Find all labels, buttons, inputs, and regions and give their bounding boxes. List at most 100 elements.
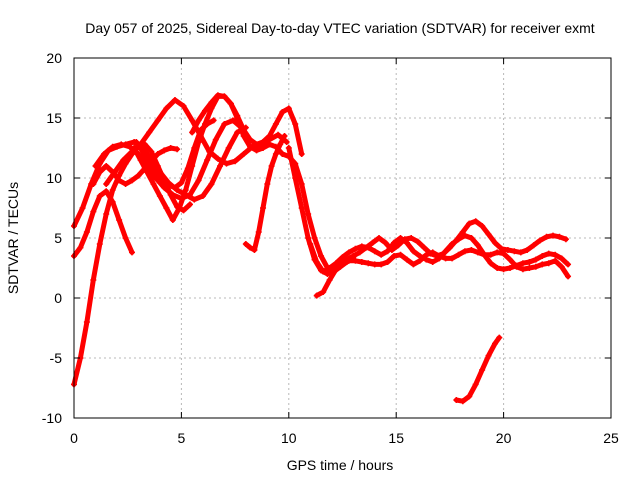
data-point-plus (333, 260, 340, 267)
data-point-plus (90, 181, 97, 187)
series-track-10 (242, 133, 288, 253)
data-point-plus (186, 201, 193, 208)
data-point-plus (109, 199, 116, 205)
data-point-plus (537, 237, 544, 244)
data-point-plus (208, 181, 215, 187)
data-point-plus (408, 235, 415, 241)
data-point-plus (83, 229, 90, 235)
data-point-plus (275, 131, 282, 138)
data-point-plus (103, 163, 110, 169)
data-point-plus (350, 253, 357, 259)
data-point-plus (118, 141, 125, 148)
data-point-plus (79, 205, 86, 211)
data-point-plus (204, 157, 211, 163)
data-point-plus (176, 205, 183, 211)
data-point-plus (135, 172, 142, 179)
data-point-plus (212, 136, 219, 143)
data-point-plus (384, 259, 391, 265)
data-point-plus (204, 121, 211, 127)
data-point-plus (285, 145, 292, 151)
data-point-plus (397, 251, 404, 258)
data-point-plus (352, 245, 359, 252)
data-point-plus (101, 151, 108, 157)
data-point-plus (283, 139, 290, 145)
data-point-plus (159, 177, 166, 184)
data-point-plus (253, 141, 260, 148)
data-point-plus (442, 248, 449, 255)
data-point-plus (171, 184, 178, 191)
data-point-plus (526, 265, 533, 271)
data-point-plus (358, 243, 365, 250)
data-point-plus (227, 100, 234, 107)
data-point-plus (210, 117, 217, 124)
data-point-plus (449, 255, 456, 262)
data-point-plus (565, 273, 572, 280)
data-point-plus (552, 251, 559, 258)
data-point-plus (240, 151, 247, 157)
data-point-plus (352, 257, 359, 264)
data-point-plus (240, 133, 247, 139)
data-point-plus (545, 260, 552, 267)
x-tick-label: 20 (496, 430, 512, 446)
data-point-plus (494, 249, 501, 256)
data-point-plus (539, 253, 546, 259)
data-point-plus (395, 242, 402, 249)
data-point-plus (133, 139, 140, 145)
data-point-plus (466, 220, 473, 227)
data-point-plus (461, 232, 468, 239)
data-point-plus (318, 253, 325, 259)
data-point-plus (161, 147, 168, 154)
data-point-plus (496, 334, 503, 341)
y-axis-label: SDTVAR / TECUs (5, 182, 21, 294)
data-point-plus (122, 235, 129, 241)
data-point-plus (539, 261, 546, 268)
data-point-plus (397, 235, 404, 241)
y-tick-label: 20 (46, 50, 62, 66)
data-point-plus (307, 241, 314, 247)
data-point-plus (277, 141, 284, 148)
data-point-plus (268, 163, 275, 169)
data-point-plus (90, 277, 97, 283)
y-tick-label: 5 (54, 230, 62, 246)
data-point-plus (378, 251, 385, 258)
data-point-plus (376, 235, 383, 241)
data-point-plus (234, 129, 241, 136)
data-point-plus (356, 249, 363, 256)
data-point-plus (96, 241, 103, 247)
data-point-plus (266, 141, 273, 148)
data-point-plus (320, 289, 327, 295)
data-point-plus (128, 249, 135, 256)
data-point-plus (492, 239, 499, 246)
data-point-plus (103, 211, 110, 217)
data-point-plus (487, 260, 494, 267)
data-point-plus (481, 251, 488, 258)
data-point-plus (161, 184, 168, 191)
data-point-plus (221, 121, 228, 127)
data-point-plus (517, 249, 524, 256)
data-point-plus (552, 257, 559, 264)
data-point-plus (208, 99, 215, 106)
data-point-plus (83, 319, 90, 325)
data-point-plus (391, 253, 398, 259)
data-point-plus (116, 217, 123, 223)
grid-layer (74, 58, 611, 418)
data-point-plus (371, 261, 378, 268)
data-point-plus (163, 105, 170, 112)
x-tick-label: 25 (603, 430, 619, 446)
data-point-plus (281, 133, 288, 139)
data-point-plus (292, 175, 299, 181)
y-tick-label: 15 (46, 110, 62, 126)
data-point-plus (229, 117, 236, 124)
data-point-plus (513, 263, 520, 270)
data-point-plus (562, 236, 569, 243)
data-point-plus (333, 266, 340, 273)
data-point-plus (459, 398, 466, 405)
data-point-plus (260, 205, 267, 211)
data-point-plus (195, 177, 202, 184)
data-point-plus (92, 163, 99, 169)
data-point-plus (519, 260, 526, 267)
data-point-plus (507, 256, 514, 263)
data-point-plus (358, 259, 365, 265)
data-point-plus (468, 247, 475, 253)
data-point-plus (442, 255, 449, 262)
